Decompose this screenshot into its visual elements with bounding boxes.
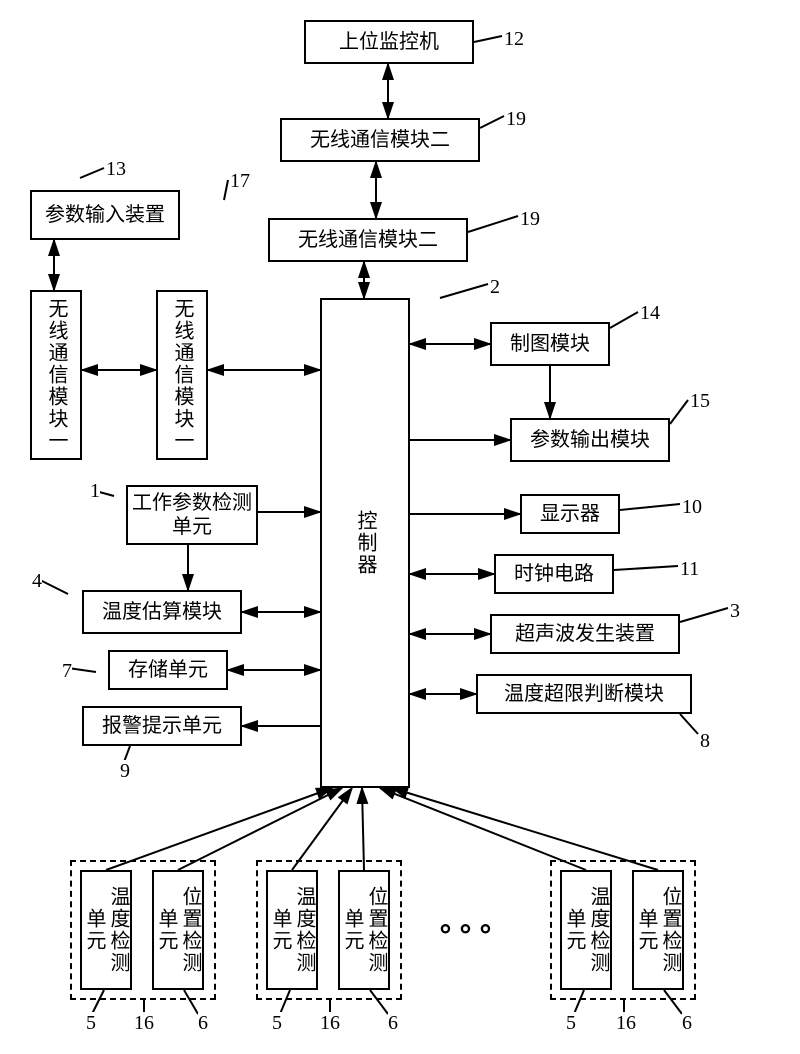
box-b11: 时钟电路 [494,554,614,594]
box-b1: 工作参数检测单元 [126,485,258,545]
label-l6a: 6 [198,1012,208,1035]
box-b8: 温度超限判断模块 [476,674,692,714]
box-b19b: 无线通信模块二 [268,218,468,262]
box-label: 工作参数检测单元 [132,491,252,539]
group-g2 [256,860,402,1000]
box-label: 无线通信模块一 [170,298,194,452]
label-l11: 11 [680,558,699,581]
label-l1: 1 [90,480,100,503]
label-l3: 3 [730,600,740,623]
box-b14: 制图模块 [490,322,610,366]
label-l14: 14 [640,302,660,325]
box-b13: 参数输入装置 [30,190,180,240]
box-label: 无线通信模块一 [44,298,68,452]
box-b19a: 无线通信模块二 [280,118,480,162]
box-b9: 报警提示单元 [82,706,242,746]
label-l19b: 19 [520,208,540,231]
label-l16c: 16 [616,1012,636,1035]
box-label: 制图模块 [510,332,590,356]
label-l4: 4 [32,570,42,593]
box-label: 温度超限判断模块 [504,682,664,706]
label-l5a: 5 [86,1012,96,1035]
group-g1 [70,860,216,1000]
box-label: 时钟电路 [514,562,594,586]
box-label: 存储单元 [128,658,208,682]
box-label: 参数输入装置 [45,203,165,227]
label-l13: 13 [106,158,126,181]
label-l7: 7 [62,660,72,683]
box-b17a: 无线通信模块一 [30,290,82,460]
diagram-canvas: 上位监控机无线通信模块二无线通信模块二参数输入装置无线通信模块一无线通信模块一控… [0,0,800,1054]
label-l15: 15 [690,390,710,413]
box-b7: 存储单元 [108,650,228,690]
box-b3: 超声波发生装置 [490,614,680,654]
box-b10: 显示器 [520,494,620,534]
box-b4: 温度估算模块 [82,590,242,634]
label-l8: 8 [700,730,710,753]
box-label: 超声波发生装置 [515,622,655,646]
group-g3 [550,860,696,1000]
box-b17b: 无线通信模块一 [156,290,208,460]
label-l5c: 5 [566,1012,576,1035]
label-l16a: 16 [134,1012,154,1035]
label-l19a: 19 [506,108,526,131]
label-l6b: 6 [388,1012,398,1035]
box-label: 控制器 [353,510,377,576]
label-l9: 9 [120,760,130,783]
label-l17a: 17 [230,170,250,193]
box-b2: 控制器 [320,298,410,788]
box-label: 无线通信模块二 [310,128,450,152]
label-l6c: 6 [682,1012,692,1035]
label-l12: 12 [504,28,524,51]
box-label: 报警提示单元 [102,714,222,738]
box-label: 温度估算模块 [102,600,222,624]
box-label: 显示器 [540,502,600,526]
box-label: 上位监控机 [339,30,439,54]
box-b15: 参数输出模块 [510,418,670,462]
box-label: 参数输出模块 [530,428,650,452]
label-l5b: 5 [272,1012,282,1035]
box-label: 无线通信模块二 [298,228,438,252]
label-l10: 10 [682,496,702,519]
box-b12: 上位监控机 [304,20,474,64]
label-l16b: 16 [320,1012,340,1035]
ellipsis: 。。。 [440,900,514,940]
label-l2: 2 [490,276,500,299]
